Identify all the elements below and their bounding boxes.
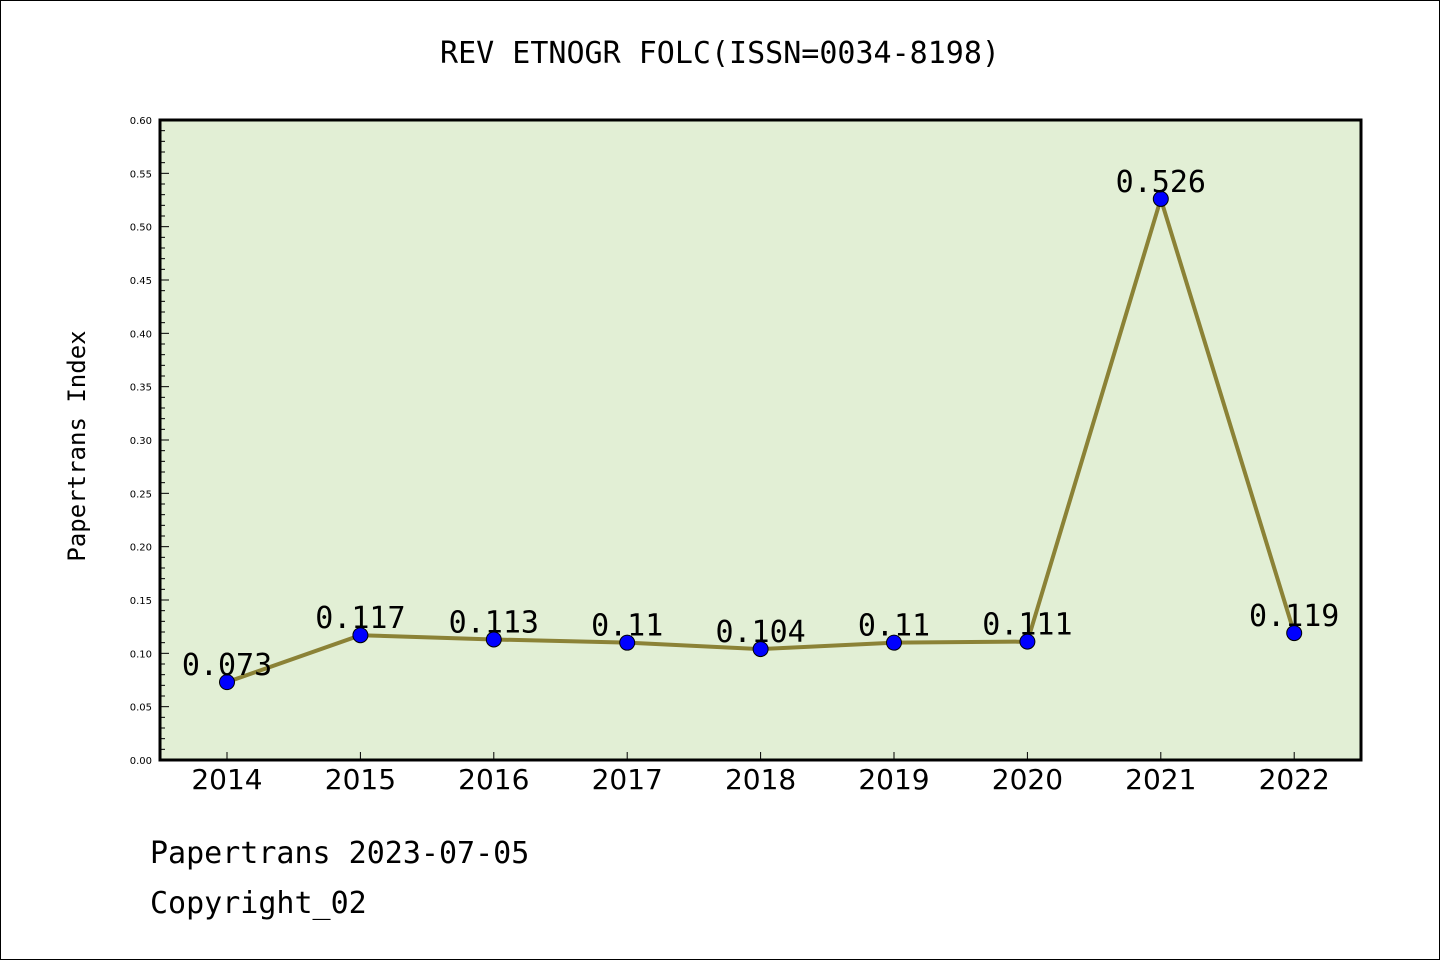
y-axis: 0.00 0.05 0.10 0.15 0.20 0.25 0.30 0.35 0.40 0.45… bbox=[130, 116, 169, 767]
y-tick-label: 0.30 bbox=[130, 436, 152, 447]
data-label: 0.11 bbox=[858, 609, 930, 644]
data-point bbox=[1286, 625, 1303, 642]
x-tick-label: 2017 bbox=[592, 763, 663, 796]
x-tick-label: 2020 bbox=[992, 763, 1063, 796]
y-tick-label: 0.55 bbox=[130, 169, 152, 180]
data-label: 0.111 bbox=[982, 608, 1072, 643]
data-label: 0.117 bbox=[315, 601, 405, 636]
x-tick-label: 2014 bbox=[191, 763, 262, 796]
data-point bbox=[752, 641, 769, 658]
x-tick-label: 2021 bbox=[1125, 763, 1196, 796]
data-label: 0.104 bbox=[715, 615, 805, 650]
data-label: 0.073 bbox=[182, 648, 272, 683]
y-tick-label: 0.45 bbox=[130, 276, 152, 287]
series-group: 0.073 0.117 0.113 0.11 0.104 0.11 0.111 0.526 0.… bbox=[182, 165, 1339, 691]
y-tick-label: 0.60 bbox=[130, 116, 152, 127]
y-tick-label: 0.20 bbox=[130, 543, 152, 554]
y-tick-label: 0.50 bbox=[130, 223, 152, 234]
y-tick-label: 0.35 bbox=[130, 383, 152, 394]
chart-title: REV ETNOGR FOLC(ISSN=0034-8198) bbox=[440, 36, 1000, 71]
x-tick-label: 2016 bbox=[458, 763, 529, 796]
footer-copyright: Copyright_02 bbox=[150, 886, 367, 921]
data-label: 0.526 bbox=[1116, 165, 1206, 200]
data-point bbox=[1019, 633, 1036, 650]
data-point bbox=[886, 634, 902, 651]
x-tick-label: 2015 bbox=[325, 763, 396, 796]
y-tick-label: 0.40 bbox=[130, 329, 152, 340]
x-tick-label: 2022 bbox=[1259, 763, 1330, 796]
x-tick-label: 2018 bbox=[725, 763, 796, 796]
data-label: 0.113 bbox=[449, 605, 539, 640]
y-tick-label: 0.15 bbox=[130, 596, 152, 607]
data-point bbox=[485, 631, 502, 648]
y-tick-label: 0.25 bbox=[130, 489, 152, 500]
y-axis-label: Papertrans Index bbox=[63, 330, 91, 561]
footer-date: Papertrans 2023-07-05 bbox=[150, 836, 530, 871]
data-point bbox=[619, 634, 636, 651]
x-tick-label: 2019 bbox=[858, 763, 929, 796]
y-tick-label: 0.00 bbox=[130, 756, 152, 767]
data-point bbox=[1152, 190, 1169, 207]
data-point bbox=[352, 627, 369, 644]
data-label: 0.11 bbox=[591, 609, 663, 644]
plot-area bbox=[158, 118, 1363, 762]
x-axis: 2014 2015 2016 2017 2018 2019 2020 2021 2022 bbox=[191, 752, 1330, 796]
data-point bbox=[219, 674, 235, 691]
y-tick-label: 0.10 bbox=[130, 649, 152, 660]
y-tick-label: 0.05 bbox=[130, 703, 152, 714]
data-label: 0.119 bbox=[1249, 599, 1339, 634]
